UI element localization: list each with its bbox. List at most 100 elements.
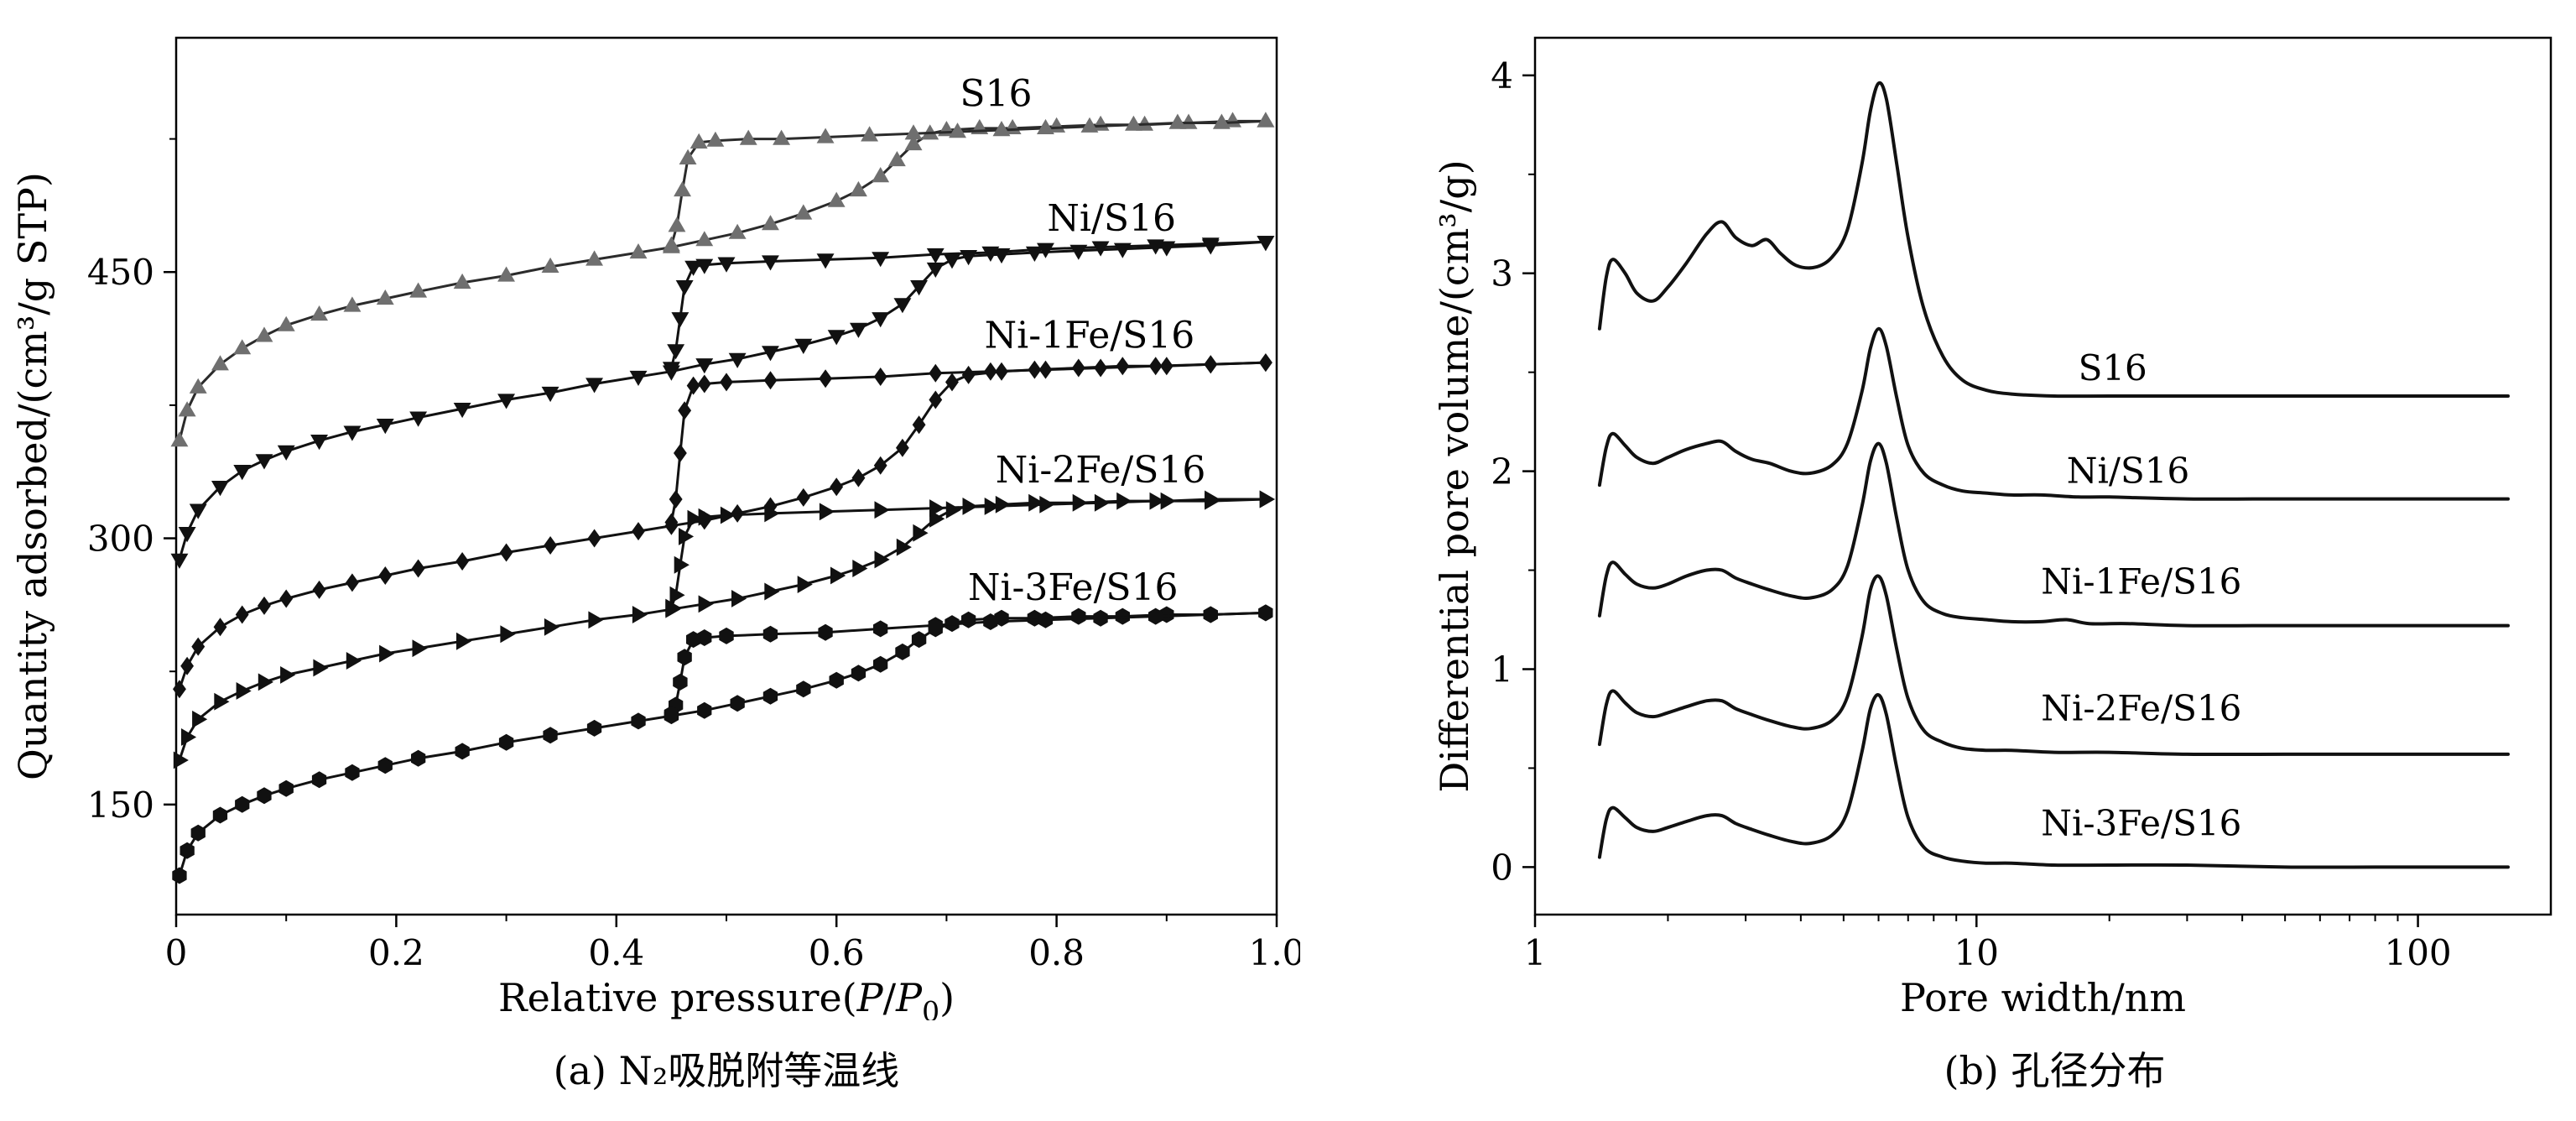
hexagon-marker	[677, 649, 692, 666]
triangle-up-marker	[189, 378, 207, 394]
triangle-up-marker	[695, 231, 714, 247]
triangle-down-marker	[794, 338, 813, 354]
x-tick-label: 0.2	[368, 932, 424, 973]
triangle-right-marker	[632, 606, 648, 623]
triangle-up-marker	[453, 273, 471, 289]
triangle-right-marker	[874, 501, 890, 519]
diamond-marker	[945, 373, 959, 392]
triangle-down-marker	[827, 330, 846, 346]
hexagon-marker	[911, 631, 927, 649]
hexagon-marker	[873, 655, 888, 673]
y-tick-label: 300	[87, 519, 154, 560]
hexagon-marker	[1038, 611, 1054, 628]
diamond-marker	[984, 362, 997, 381]
diamond-marker	[669, 490, 683, 508]
triangle-up-marker	[816, 128, 835, 143]
x-tick-label: 10	[1954, 932, 1999, 973]
diamond-marker	[819, 369, 832, 388]
diamond-marker	[830, 477, 844, 497]
triangle-right-marker	[500, 625, 516, 644]
diamond-marker	[686, 376, 700, 395]
triangle-right-marker	[1039, 495, 1055, 514]
x-tick-label: 0.6	[809, 932, 865, 973]
triangle-down-marker	[662, 362, 680, 378]
series-Ni-3Fe/S16-adsorption-line	[178, 611, 1266, 876]
y-tick-label: 4	[1491, 55, 1513, 96]
hexagon-marker	[961, 611, 976, 628]
series-label-S16: S16	[2079, 347, 2147, 388]
hexagon-marker	[851, 665, 866, 682]
hexagon-marker	[543, 727, 558, 744]
hexagon-marker	[895, 643, 910, 660]
diamond-marker	[173, 680, 186, 699]
triangle-down-marker	[211, 481, 229, 497]
x-tick-label: 0	[165, 932, 188, 973]
diamond-marker	[873, 456, 887, 475]
triangle-down-marker	[189, 503, 207, 519]
diamond-marker	[455, 552, 469, 571]
triangle-right-marker	[913, 524, 929, 542]
panel-a: 0 0.2 0.4 0.6 0.8 1.0 150 300 450 Relative pressu…	[10, 36, 1300, 1093]
triangle-up-marker	[233, 339, 252, 355]
triangle-right-marker	[1028, 493, 1044, 512]
y-tick-label: 150	[87, 785, 154, 826]
diamond-marker	[180, 656, 194, 675]
series-Ni/S16-curve-line	[1597, 326, 2510, 501]
triangle-up-marker	[541, 257, 559, 273]
triangle-up-marker	[585, 250, 603, 266]
triangle-up-marker	[794, 204, 813, 220]
triangle-up-marker	[690, 133, 708, 149]
diamond-marker	[1148, 357, 1163, 376]
triangle-up-marker	[904, 134, 923, 151]
axis-box	[1533, 36, 2553, 916]
hexagon-marker	[235, 795, 250, 813]
diamond-marker	[544, 536, 557, 555]
caption-b: (b) 孔径分布	[1944, 1048, 2166, 1093]
triangle-right-marker	[830, 566, 846, 585]
series-S16-curve-line	[1597, 81, 2510, 399]
triangle-up-marker	[409, 282, 428, 298]
triangle-down-marker	[872, 312, 890, 328]
triangle-up-marker	[1257, 112, 1275, 128]
triangle-up-marker	[629, 243, 648, 259]
hexagon-marker	[697, 629, 712, 646]
triangle-down-marker	[728, 352, 747, 368]
series-S16-adsorption-line	[178, 119, 1266, 441]
triangle-down-marker	[497, 394, 515, 409]
triangle-right-marker	[280, 666, 296, 684]
triangle-up-marker	[662, 236, 680, 252]
diamond-marker	[929, 390, 943, 409]
x-tick-label: 1	[1524, 932, 1547, 973]
hexagon-marker	[212, 806, 228, 824]
hexagon-marker	[455, 743, 470, 760]
triangle-down-marker	[675, 280, 694, 296]
series-label-Ni-2Fe/S16: Ni-2Fe/S16	[2041, 688, 2241, 729]
hexagon-marker	[180, 842, 195, 859]
triangle-down-marker	[170, 553, 189, 569]
triangle-right-marker	[731, 590, 747, 607]
diamond-marker	[632, 522, 645, 541]
x-axis-label: Relative pressure(P/P0)	[498, 975, 955, 1020]
triangle-up-marker	[949, 123, 966, 138]
triangle-right-marker	[588, 611, 604, 629]
triangle-up-marker	[728, 223, 747, 239]
diamond-marker	[664, 513, 679, 532]
series-Ni-3Fe/S16-curve-line	[1597, 693, 2510, 869]
y-axis-label: Quantity adsorbed/(cm³/g STP)	[10, 172, 55, 780]
diamond-marker	[258, 596, 271, 615]
diamond-marker	[763, 371, 778, 390]
diamond-marker	[191, 637, 206, 656]
triangle-down-marker	[1091, 241, 1110, 257]
y-axis-label: Differential pore volume/(cm³/g)	[1432, 159, 1477, 792]
y-tick-label: 3	[1491, 253, 1513, 295]
triangle-up-marker	[739, 129, 757, 145]
hexagon-marker	[697, 701, 712, 719]
triangle-down-marker	[277, 445, 295, 461]
hexagon-marker	[730, 695, 745, 712]
diamond-marker	[499, 543, 513, 562]
hexagon-marker	[498, 733, 514, 751]
hexagon-marker	[257, 787, 272, 805]
diamond-marker	[697, 374, 711, 394]
x-axis-label: Pore width/nm	[1900, 975, 2186, 1020]
triangle-down-marker	[926, 262, 945, 278]
